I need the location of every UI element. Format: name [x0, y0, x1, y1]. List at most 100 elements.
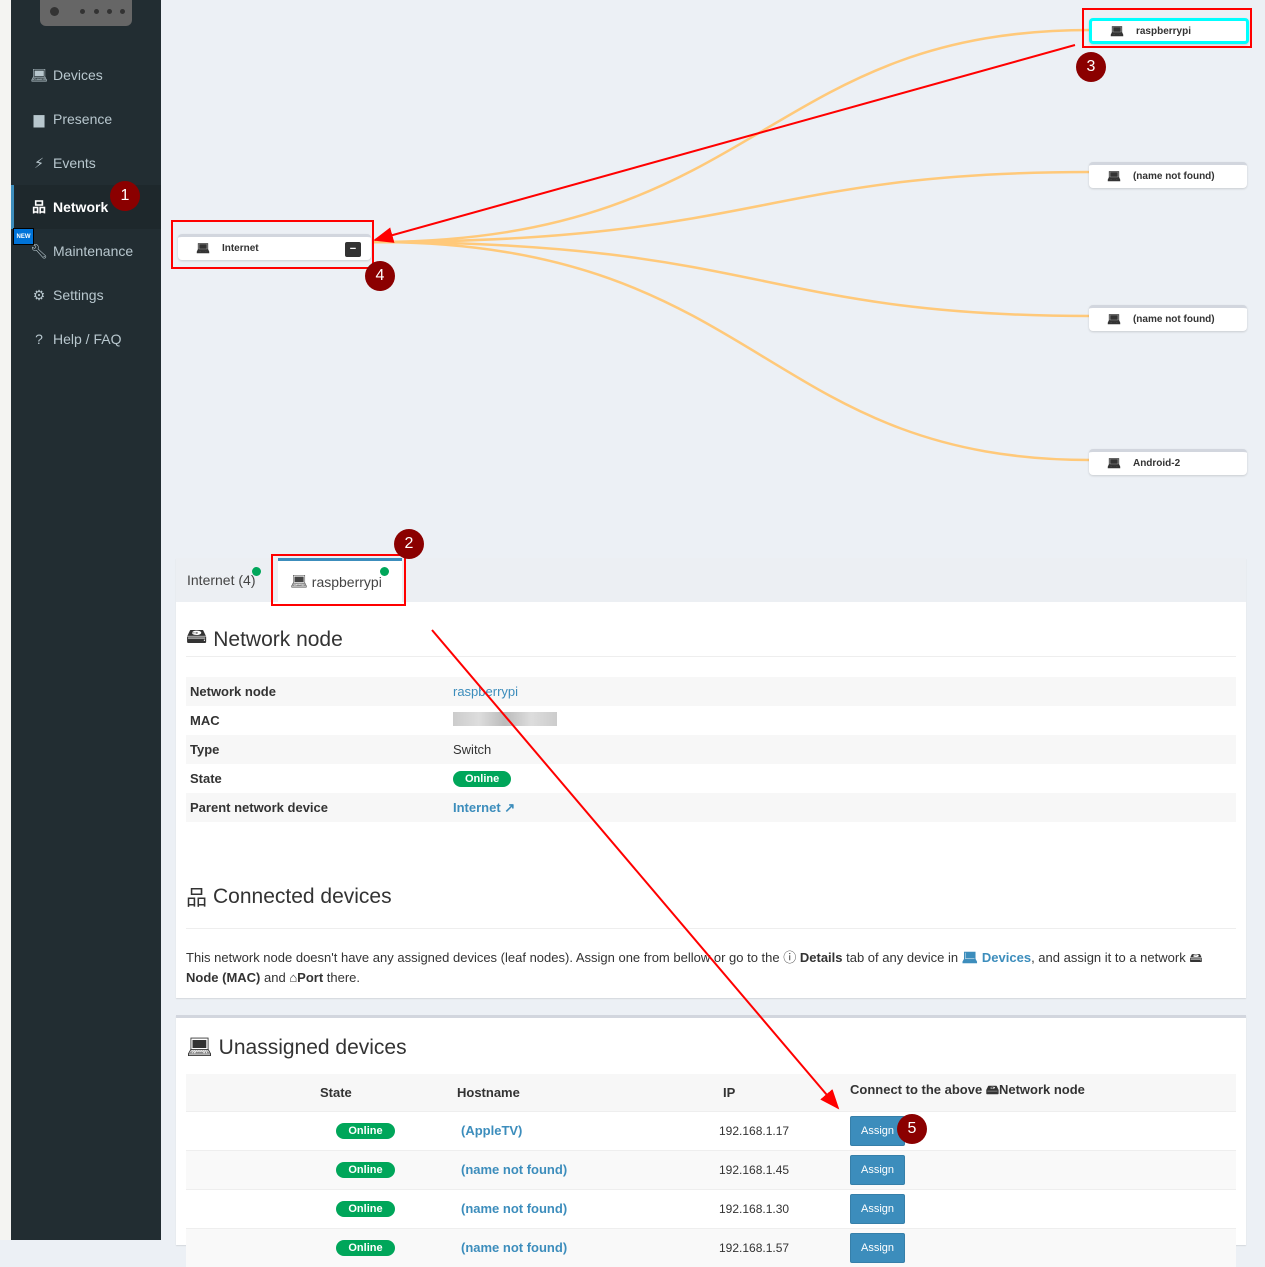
network-node-heading: 🖴︎ Network node — [186, 622, 343, 657]
text: Node (MAC) — [186, 970, 261, 985]
node-label: Internet — [221, 243, 259, 254]
col-ip: IP — [723, 1084, 736, 1100]
table-row: Network node raspberrypi — [186, 677, 1236, 706]
assign-button[interactable]: Assign — [850, 1232, 906, 1263]
col-connect: Connect to the above 🖴︎Network node — [850, 1074, 1236, 1111]
divider — [186, 928, 1236, 929]
table-row: Type Switch — [186, 735, 1236, 764]
devices-link[interactable]: 💻︎ Devices — [962, 950, 1031, 965]
tab-raspberrypi[interactable]: 💻︎ raspberrypi — [278, 558, 402, 602]
unassigned-table: State Hostname IP Connect to the above 🖴… — [186, 1074, 1236, 1267]
tab-label: raspberrypi — [311, 573, 382, 590]
sidebar-item-label: Settings — [53, 287, 104, 303]
text: there. — [323, 970, 361, 985]
graph-node-internet[interactable]: 💻︎ Internet − — [178, 234, 371, 260]
sidebar-item-settings[interactable]: ⚙︎ Settings — [11, 273, 161, 317]
laptop-icon: 💻︎ — [186, 1036, 213, 1059]
heading-text: Unassigned devices — [218, 1036, 407, 1059]
col-hostname: Hostname — [457, 1084, 520, 1100]
connected-devices-heading: 品 Connected devices — [186, 882, 392, 912]
sidebar-item-label: Help / FAQ — [53, 331, 122, 347]
wrench-icon: 🔧︎ — [30, 242, 48, 259]
graph-node-leaf[interactable]: 💻︎ (name not found) — [1089, 305, 1247, 331]
assign-button[interactable]: Assign — [850, 1115, 906, 1146]
status-badge: Online — [336, 1122, 395, 1139]
tab-bar: Internet (4) 💻︎ raspberrypi — [176, 558, 1246, 602]
row-key: Type — [190, 742, 220, 757]
collapse-button[interactable]: − — [345, 242, 361, 257]
text: , and assign it to a network — [1031, 950, 1190, 965]
graph-link — [372, 240, 1092, 462]
laptop-icon: 💻︎ — [961, 950, 979, 965]
network-graph[interactable]: 💻︎ Internet − 💻︎ raspberrypi 💻︎ (name not fo… — [161, 0, 1265, 540]
sidebar: 💻︎ Devices ▆ Presence ⚡︎ Events 品 Network 🔧︎… — [11, 0, 161, 1240]
annotation-number: 5 — [897, 1114, 927, 1144]
graph-node-leaf[interactable]: 💻︎ Android-2 — [1089, 449, 1247, 475]
gear-icon: ⚙︎ — [32, 286, 46, 303]
logo — [40, 0, 132, 26]
text: This network node doesn't have any assig… — [186, 950, 784, 965]
sidebar-item-label: Devices — [53, 67, 103, 83]
annotation-number: 1 — [110, 181, 140, 211]
type-value: Switch — [453, 742, 492, 757]
sidebar-item-label: Maintenance — [53, 243, 134, 259]
annotation-number: 4 — [365, 261, 395, 291]
sidebar-item-devices[interactable]: 💻︎ Devices — [11, 53, 161, 97]
col-state: State — [320, 1084, 352, 1100]
text: Devices — [981, 950, 1032, 965]
status-dot — [380, 567, 389, 576]
tab-label: Internet (4) — [187, 572, 256, 588]
tab-internet[interactable]: Internet (4) — [187, 558, 255, 602]
status-dot — [252, 567, 261, 576]
text: tab of any device in — [842, 950, 962, 965]
new-badge: NEW — [13, 228, 34, 245]
graph-link — [372, 170, 1092, 244]
table-row: MAC — [186, 706, 1236, 735]
hostname-link[interactable]: (AppleTV) — [461, 1123, 523, 1138]
server-icon: 🖴︎ — [1189, 950, 1203, 965]
calendar-icon: ▆ — [33, 110, 45, 127]
text: Details — [799, 950, 843, 965]
assign-button[interactable]: Assign — [850, 1154, 906, 1185]
info-icon: ⓘ — [783, 950, 797, 965]
laptop-icon: 💻︎ — [290, 573, 308, 589]
node-label: (name not found) — [1132, 314, 1215, 325]
status-badge: Online — [336, 1161, 395, 1178]
node-link[interactable]: raspberrypi — [453, 684, 519, 699]
sidebar-item-events[interactable]: ⚡︎ Events — [11, 141, 161, 185]
laptop-icon: 💻︎ — [196, 243, 210, 255]
row-key: Network node — [190, 684, 276, 699]
laptop-icon: 💻︎ — [1107, 458, 1121, 470]
sidebar-item-help[interactable]: ? Help / FAQ — [11, 317, 161, 361]
sidebar-item-label: Network — [53, 199, 109, 215]
window-edge — [0, 0, 11, 1240]
graph-node-leaf[interactable]: 💻︎ (name not found) — [1089, 162, 1247, 188]
sidebar-item-presence[interactable]: ▆ Presence — [11, 97, 161, 141]
ip-value: 192.168.1.57 — [719, 1227, 850, 1267]
table-row: Online (AppleTV) 192.168.1.17 Assign — [186, 1110, 1236, 1150]
server-icon: 🖴︎ — [186, 625, 208, 648]
hostname-link[interactable]: (name not found) — [461, 1240, 568, 1256]
hostname-link[interactable]: (name not found) — [461, 1201, 568, 1216]
graph-node-raspberrypi[interactable]: 💻︎ raspberrypi — [1089, 18, 1249, 44]
table-row: Parent network device Internet ↗ — [186, 793, 1236, 822]
server-icon: 🖴︎ — [985, 1082, 999, 1098]
heading-text: Network node — [213, 627, 343, 651]
sidebar-item-maintenance[interactable]: 🔧︎ Maintenance — [11, 229, 161, 273]
divider — [186, 656, 1236, 657]
text: Network node — [998, 1082, 1085, 1098]
table-row: State Online — [186, 764, 1236, 793]
sidebar-item-label: Presence — [53, 111, 113, 127]
external-link-icon: ↗ — [504, 799, 516, 815]
mac-redacted — [453, 712, 557, 726]
status-badge: Online — [336, 1239, 395, 1256]
node-label: raspberrypi — [1135, 25, 1191, 37]
status-badge: Online — [336, 1200, 395, 1217]
connected-description: This network node doesn't have any assig… — [186, 948, 1216, 988]
table-row: Online (name not found) 192.168.1.45 Assign — [186, 1149, 1236, 1189]
parent-link[interactable]: Internet ↗ — [453, 800, 515, 815]
assign-button[interactable]: Assign — [850, 1193, 906, 1224]
table-row: Online (name not found) 192.168.1.57 Assign — [186, 1227, 1236, 1267]
ip-value: 192.168.1.17 — [719, 1110, 850, 1150]
hostname-link[interactable]: (name not found) — [461, 1162, 568, 1177]
